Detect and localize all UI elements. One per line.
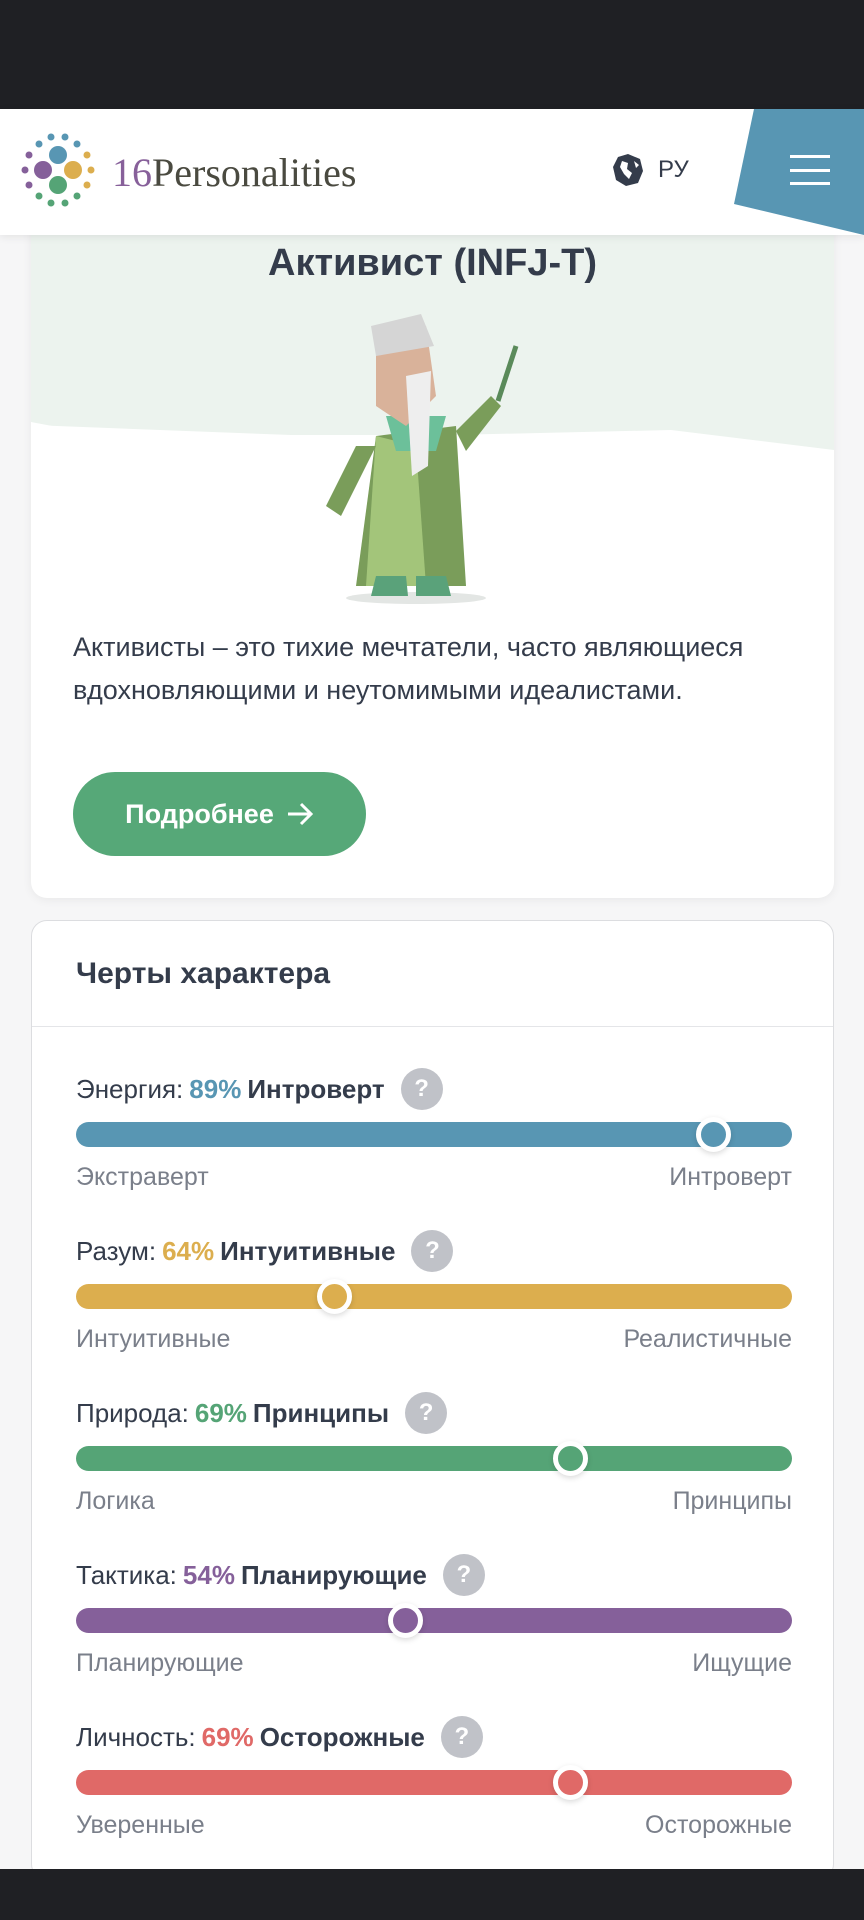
trait-name: Планирующие	[240, 1559, 427, 1590]
more-button-label: Подробнее	[125, 798, 274, 829]
trait-knob	[696, 1117, 732, 1152]
trait-bar	[76, 1279, 792, 1314]
help-icon[interactable]: ?	[405, 1392, 448, 1434]
trait-label: Тактика: 54% Планирующие ?	[76, 1553, 792, 1597]
trait-bar	[76, 1441, 792, 1476]
personality-description: Активисты – это тихие мечтатели, часто я…	[73, 632, 744, 705]
trait-bar	[76, 1603, 792, 1638]
trait-percent: 69%	[201, 1721, 254, 1752]
trait-percent: 54%	[182, 1559, 235, 1590]
personality-card: Активист (INFJ-T) Активисты – это тихие …	[31, 200, 834, 898]
trait-right-label: Реалистичные	[623, 1325, 792, 1353]
trait-right-label: Ищущие	[692, 1649, 792, 1677]
trait-category: Тактика:	[76, 1559, 177, 1590]
trait-right-label: Интроверт	[669, 1163, 792, 1191]
trait-left-label: Планирующие	[76, 1649, 244, 1677]
trait-row: Разум: 64% Интуитивные ? Интуитивные Реал…	[76, 1229, 792, 1379]
personality-title: Активист (INFJ-T)	[268, 242, 597, 284]
logo[interactable]: 16Personalities	[18, 129, 356, 215]
site-header: 16Personalities РУ	[0, 109, 864, 235]
logo-word: Personalities	[152, 149, 357, 195]
trait-bar	[76, 1117, 792, 1152]
help-icon[interactable]: ?	[411, 1230, 454, 1272]
trait-left-label: Экстраверт	[76, 1163, 209, 1191]
trait-name: Интроверт	[247, 1073, 385, 1104]
trait-knob	[388, 1603, 424, 1638]
menu-background	[734, 109, 864, 235]
logo-number: 16	[112, 149, 152, 195]
trait-label: Природа: 69% Принципы ?	[76, 1391, 792, 1435]
trait-label: Личность: 69% Осторожные ?	[76, 1715, 792, 1759]
trait-row: Энергия: 89% Интроверт ? Экстраверт Интро…	[76, 1067, 792, 1217]
trait-name: Осторожные	[259, 1721, 425, 1752]
hero-background	[31, 200, 834, 458]
more-button[interactable]: Подробнее	[73, 772, 366, 856]
trait-percent: 69%	[194, 1397, 247, 1428]
trait-category: Разум:	[76, 1235, 157, 1266]
trait-knob	[316, 1279, 352, 1314]
arrow-right-icon	[287, 802, 313, 826]
trait-label: Энергия: 89% Интроверт ?	[76, 1067, 792, 1111]
trait-right-label: Осторожные	[645, 1811, 792, 1839]
traits-title: Черты характера	[76, 957, 331, 990]
trait-label: Разум: 64% Интуитивные ?	[76, 1229, 792, 1273]
trait-left-label: Уверенные	[76, 1811, 205, 1839]
trait-row: Природа: 69% Принципы ? Логика Принципы	[76, 1391, 792, 1541]
traits-card: Черты характера Энергия: 89% Интроверт ?…	[31, 920, 834, 1880]
hamburger-icon[interactable]	[790, 155, 830, 185]
trait-knob	[553, 1441, 589, 1476]
trait-category: Природа:	[76, 1397, 189, 1428]
trait-row: Тактика: 54% Планирующие ? Планирующие Ищ…	[76, 1553, 792, 1703]
trait-left-label: Интуитивные	[76, 1325, 231, 1353]
language-label: РУ	[658, 156, 689, 183]
trait-name: Принципы	[252, 1397, 390, 1428]
trait-category: Личность:	[76, 1721, 196, 1752]
trait-percent: 89%	[189, 1073, 242, 1104]
trait-category: Энергия:	[76, 1073, 184, 1104]
divider	[32, 1026, 833, 1027]
help-icon[interactable]: ?	[400, 1068, 443, 1110]
status-bar	[0, 0, 864, 109]
language-switcher[interactable]: РУ	[612, 153, 689, 187]
trait-percent: 64%	[162, 1235, 215, 1266]
trait-left-label: Логика	[76, 1487, 155, 1515]
help-icon[interactable]: ?	[442, 1554, 485, 1596]
logo-dots-icon	[21, 133, 95, 207]
trait-name: Интуитивные	[220, 1235, 396, 1266]
help-icon[interactable]: ?	[440, 1716, 483, 1758]
trait-knob	[553, 1765, 589, 1800]
trait-right-label: Принципы	[672, 1487, 792, 1515]
activist-illustration	[326, 314, 519, 604]
navigation-bar	[0, 1869, 864, 1920]
globe-icon	[613, 154, 643, 186]
trait-row: Личность: 69% Осторожные ? Уверенные Осто…	[76, 1715, 792, 1865]
trait-bar	[76, 1765, 792, 1800]
